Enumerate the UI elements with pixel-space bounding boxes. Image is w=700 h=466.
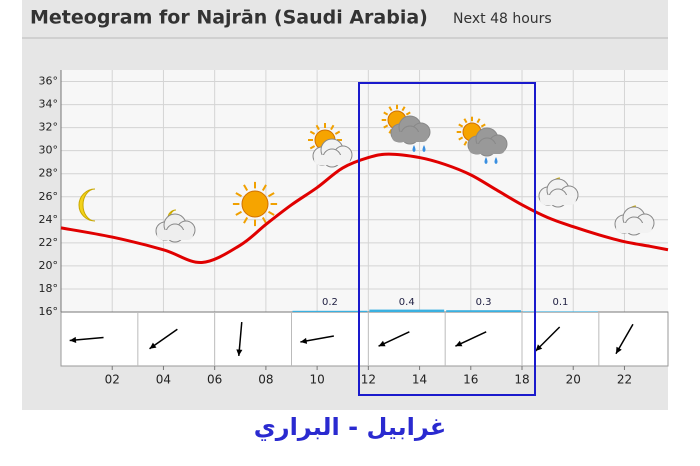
sun-ray [235,210,242,216]
wind-head [69,336,77,343]
wind-arrow [69,336,104,343]
weather-icon [312,138,353,168]
x-tick-label: 08 [258,373,273,387]
wind-arrow [535,326,561,352]
sun-ray [235,192,242,198]
x-tick-label: 10 [309,373,324,387]
wind-arrow [455,331,487,347]
y-tick-label: 20° [39,259,59,272]
precip-bar [523,311,598,312]
rain-drop [484,157,488,164]
precip-label: 0.3 [476,297,492,308]
wind-arrow [236,321,243,357]
sun-ray [261,217,267,224]
x-tick-label: 06 [207,373,222,387]
x-tick-label: 22 [617,373,632,387]
wind-head [535,344,543,352]
annotation: غرابيل - البراري [254,413,446,441]
wind-head [455,340,463,347]
wind-head [149,342,157,349]
sun-ray [458,123,464,128]
temperature-line [60,152,669,264]
precip-bar [446,310,522,312]
x-tick-label: 18 [514,373,529,387]
x-tick-label: 02 [105,373,120,387]
precip-label: 0.4 [399,297,415,308]
y-tick-label: 30° [39,144,59,157]
cloud [157,230,193,240]
weather-icon [232,181,278,227]
sun-ray [330,124,335,131]
y-tick-label: 18° [39,282,59,295]
rain-drop [422,145,426,152]
wind-arrow [300,335,334,344]
wind-row [60,311,669,367]
wind-head [236,349,243,356]
moon [78,188,96,222]
y-tick-label: 34° [39,98,59,111]
wind-head [300,337,308,344]
sun-ray [405,111,411,116]
precip-bar [292,310,368,312]
sun-ray [268,192,275,198]
cloud [616,223,652,233]
x-tick-label: 16 [463,373,478,387]
y-tick-label: 32° [39,121,59,134]
sun-ray [458,136,464,141]
y-tick-label: 26° [39,190,59,203]
cloud [314,155,350,165]
sun-ray [401,106,406,112]
sun [241,190,269,218]
sun-ray [463,140,468,146]
sun-ray [309,145,316,150]
y-tick-label: 28° [39,167,59,180]
sun-ray [480,123,486,128]
weather-icon [467,127,508,157]
rain-drop [412,145,416,152]
chart-subtitle: Next 48 hours [453,11,552,27]
x-tick-label: 12 [361,373,376,387]
cloud [392,132,428,142]
y-tick-label: 22° [39,236,59,249]
weather-icon [155,213,196,243]
x-tick-label: 04 [156,373,171,387]
weather-icon [614,206,655,236]
wind-head [378,340,386,347]
precip-label: 0.2 [322,297,338,308]
sun-ray [463,118,468,124]
chart-title: Meteogram for Najrān (Saudi Arabia) [30,7,428,29]
sun-ray [309,130,316,135]
sun-ray [261,184,267,191]
y-tick-label: 16° [39,305,59,318]
sun-ray [334,130,341,135]
precip-label: 0.1 [552,297,568,308]
y-tick-label: 36° [39,75,59,88]
sun-ray [315,124,320,131]
highlight-box [358,82,536,396]
wind-head [615,346,622,354]
sun-ray [268,210,275,216]
wind-arrow [615,323,634,355]
precip-bar [369,309,445,312]
sun-ray [476,118,481,124]
cloud [469,144,505,154]
x-tick-label: 14 [412,373,427,387]
weather-icon [390,115,431,145]
x-tick-label: 20 [566,373,581,387]
wind-arrow [149,328,178,350]
y-tick-label: 24° [39,213,59,226]
sun-ray [383,111,389,116]
weather-icon [538,178,579,208]
sun-ray [383,124,389,129]
rain-drop [494,157,498,164]
cloud [540,195,576,205]
sun-ray [243,217,249,224]
sun-ray [243,184,249,191]
sun-ray [388,106,393,112]
wind-arrow [378,331,410,347]
